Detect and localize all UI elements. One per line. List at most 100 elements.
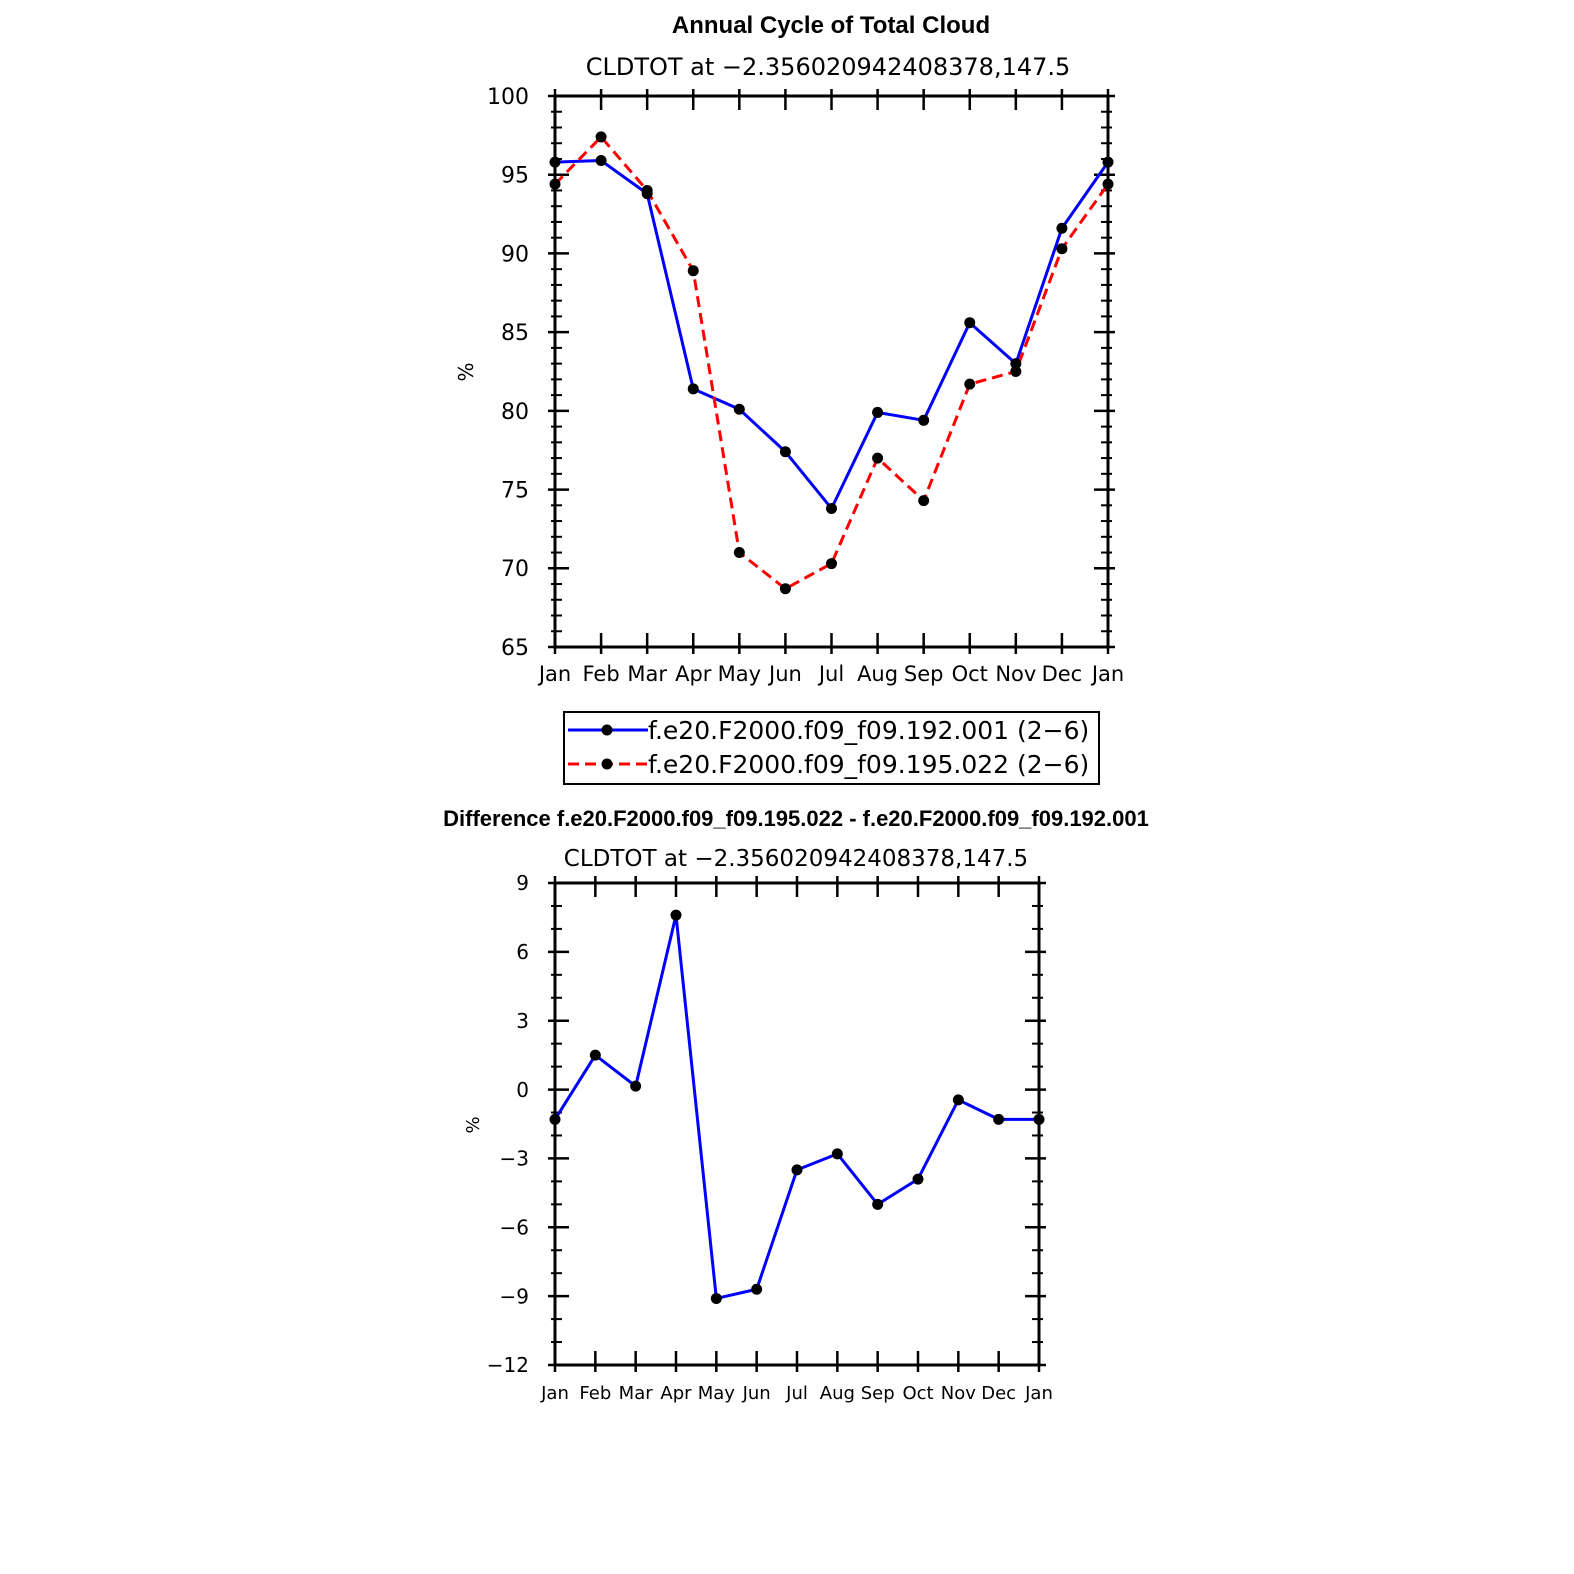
x-tick-label: Jan [537,662,571,686]
x-tick-label: Aug [820,1383,855,1404]
x-tick-label: Aug [857,662,898,686]
top-chart-y-axis-label: % [454,362,478,381]
top-chart: Annual Cycle of Total Cloud CLDTOT at −2… [454,12,1124,686]
series-line-1 [553,913,1039,1300]
x-tick-label: Apr [660,1383,692,1404]
data-point-series-1 [733,403,745,415]
x-tick-label: Jul [817,662,844,686]
x-tick-label: Oct [952,662,988,686]
data-point-series-1 [912,1173,924,1185]
y-tick-label: 9 [516,871,529,895]
x-tick-label: Jun [742,1383,771,1404]
y-tick-label: 85 [501,321,529,346]
bottom-chart: Difference f.e20.F2000.f09_f09.195.022 -… [443,806,1149,1404]
y-tick-label: 3 [516,1009,529,1033]
legend-marker [601,724,613,736]
data-point-series-1 [831,1148,843,1160]
y-tick-label: −9 [500,1284,529,1308]
y-tick-label: 70 [501,557,529,582]
data-point-series-2 [1056,243,1068,255]
top-plot-frame [553,94,1110,649]
x-tick-label: Jul [785,1383,808,1404]
x-tick-label: Nov [995,662,1036,686]
data-point-series-1 [1010,358,1022,370]
y-tick-label: 90 [501,242,529,267]
y-tick-label: −3 [500,1147,529,1171]
top-series [549,131,1114,595]
data-point-series-2 [733,547,745,559]
x-tick-label: Mar [627,662,667,686]
data-point-series-1 [670,909,682,921]
data-point-series-1 [589,1049,601,1061]
x-tick-label: Jan [1024,1383,1053,1404]
bottom-y-tick-labels: −12 −9 −6 −3 0 3 6 9 [487,871,529,1377]
x-tick-label: Dec [981,1383,1016,1404]
x-tick-label: Dec [1042,662,1083,686]
data-point-series-2 [918,495,930,507]
series-line-2 [553,135,1110,591]
legend-label-series-1: f.e20.F2000.f09_f09.192.001 (2−6) [648,716,1089,745]
y-tick-label: 0 [516,1078,529,1102]
data-point-series-1 [687,383,699,395]
data-point-series-1 [791,1164,803,1176]
y-tick-label: 65 [501,636,529,661]
data-point-series-1 [595,155,607,167]
y-tick-label: 75 [501,478,529,503]
bottom-chart-title: Difference f.e20.F2000.f09_f09.195.022 -… [443,806,1149,831]
x-tick-label: Jan [540,1383,569,1404]
x-tick-label: Nov [941,1383,976,1404]
top-major-ticks [548,89,1115,654]
data-point-series-1 [872,406,884,418]
data-point-series-2 [779,583,791,595]
bottom-chart-subtitle: CLDTOT at −2.356020942408378,147.5 [564,846,1028,872]
legend-entry: f.e20.F2000.f09_f09.195.022 (2−6) [568,750,1089,779]
data-point-series-2 [872,452,884,464]
x-tick-label: Feb [579,1383,611,1404]
x-tick-label: Jun [767,662,802,686]
series-line-1 [554,159,1110,510]
top-y-tick-labels: 65 70 75 80 85 90 95 100 [487,85,529,661]
x-tick-label: Mar [619,1383,654,1404]
y-tick-label: 80 [501,400,529,425]
data-point-series-1 [872,1198,884,1210]
data-point-series-1 [918,414,930,426]
top-x-tick-labels: Jan Feb Mar Apr May Jun Jul Aug Sep Oct Nov Dec Jan [537,662,1124,686]
data-point-series-1 [779,446,791,458]
x-tick-label: Sep [904,662,944,686]
data-point-series-1 [993,1113,1005,1125]
x-tick-label: Jan [1090,662,1124,686]
data-point-series-2 [595,131,607,143]
data-point-series-1 [964,317,976,329]
data-point-series-1 [952,1094,964,1106]
y-tick-label: 100 [487,85,529,110]
legend-marker [601,758,613,770]
bottom-chart-y-axis-label: % [463,1116,484,1133]
data-point-series-1 [630,1080,642,1092]
legend-entry: f.e20.F2000.f09_f09.192.001 (2−6) [568,716,1089,745]
bottom-minor-ticks [551,904,1043,1344]
bottom-series [549,909,1045,1304]
y-tick-label: 95 [501,164,529,189]
top-chart-subtitle: CLDTOT at −2.356020942408378,147.5 [586,53,1071,81]
data-point-series-1 [710,1292,722,1304]
legend-label-series-2: f.e20.F2000.f09_f09.195.022 (2−6) [648,750,1089,779]
data-point-series-1 [1056,222,1068,234]
y-tick-label: 6 [516,940,529,964]
y-tick-label: −6 [500,1215,529,1239]
bottom-major-ticks [548,876,1046,1372]
data-point-series-2 [826,558,837,570]
data-point-series-1 [751,1283,763,1295]
y-tick-label: −12 [487,1353,529,1377]
top-chart-title: Annual Cycle of Total Cloud [672,12,990,39]
data-point-series-2 [687,265,699,277]
data-point-series-2 [641,184,653,196]
x-tick-label: Sep [861,1383,895,1404]
x-tick-label: May [718,662,761,686]
legend-box [563,711,1100,785]
legend: f.e20.F2000.f09_f09.192.001 (2−6) f.e20.… [563,711,1100,785]
x-tick-label: Feb [582,662,619,686]
x-tick-label: May [698,1383,736,1404]
bottom-x-tick-labels: Jan Feb Mar Apr May Jun Jul Aug Sep Oct Nov Dec Jan [540,1383,1053,1404]
data-point-series-2 [1010,366,1022,377]
